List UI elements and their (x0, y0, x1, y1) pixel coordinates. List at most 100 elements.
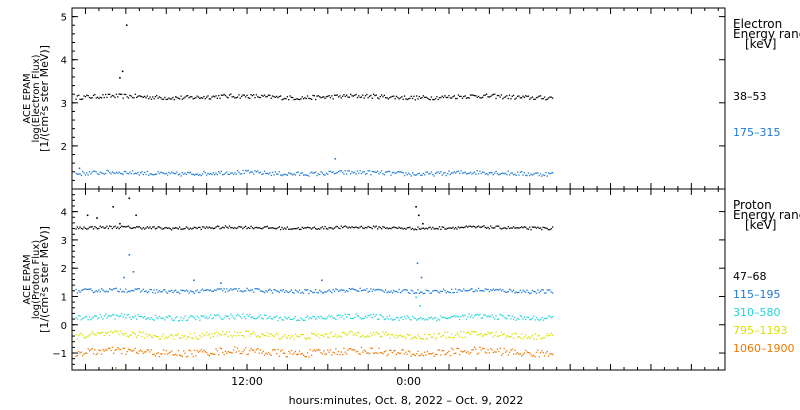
data-point (499, 334, 501, 337)
y-axis-label-line: [1/(cm²s ster MeV)] (38, 45, 51, 152)
data-point (344, 95, 346, 98)
data-point (284, 173, 286, 175)
data-point (162, 172, 165, 174)
data-point (219, 347, 221, 349)
data-point (255, 171, 258, 173)
data-point (195, 173, 197, 176)
data-point (277, 319, 279, 322)
data-point (507, 314, 509, 317)
data-point (271, 171, 274, 174)
data-point (359, 336, 361, 338)
data-point (406, 353, 408, 355)
data-point (80, 351, 83, 353)
data-point (254, 226, 256, 229)
data-point (440, 315, 442, 317)
data-point (502, 172, 504, 174)
data-point (313, 349, 315, 351)
data-point (206, 289, 208, 291)
data-point (351, 349, 353, 351)
data-point (284, 352, 286, 354)
data-point (510, 318, 512, 320)
data-point (434, 228, 437, 230)
data-point (129, 291, 131, 293)
data-point (432, 290, 434, 292)
data-point (449, 317, 451, 319)
axes-layer (71, 7, 726, 371)
data-point (215, 348, 217, 350)
data-point (469, 94, 472, 96)
data-point (123, 291, 126, 293)
data-point (179, 98, 181, 100)
data-point (420, 316, 422, 319)
data-point (259, 349, 262, 351)
data-point (258, 96, 260, 99)
data-point (75, 228, 77, 230)
data-point (220, 170, 223, 172)
data-point (141, 350, 143, 352)
data-point (371, 316, 373, 319)
data-point (99, 332, 101, 335)
data-point (426, 97, 429, 99)
data-point (160, 353, 162, 355)
data-point (273, 316, 275, 318)
data-point (465, 225, 468, 227)
data-point (192, 227, 194, 229)
data-point (130, 227, 132, 230)
data-point-spike (415, 206, 417, 208)
data-point (79, 226, 81, 228)
data-point (106, 349, 108, 351)
data-point (144, 337, 146, 339)
data-point (438, 332, 441, 335)
data-point (187, 355, 189, 357)
data-point (133, 332, 135, 334)
data-point (154, 355, 157, 357)
data-point (320, 334, 322, 336)
data-point (212, 290, 214, 292)
x-tick-label: 0:00 (396, 375, 421, 388)
data-point (351, 287, 353, 290)
data-point (510, 227, 512, 229)
data-point (288, 172, 290, 174)
data-point (324, 318, 326, 320)
data-point (344, 313, 346, 315)
data-point (332, 171, 334, 173)
data-point (315, 318, 317, 320)
data-point (88, 226, 91, 228)
data-point (96, 173, 99, 175)
data-point (94, 291, 96, 293)
data-point (250, 347, 252, 350)
data-point (136, 318, 138, 320)
data-point (150, 317, 153, 319)
data-point (340, 336, 342, 338)
data-point (189, 315, 192, 317)
data-point (424, 319, 426, 321)
data-point (94, 226, 96, 228)
legend-entry: 175–315 (733, 126, 781, 139)
data-point (533, 173, 535, 175)
data-point (262, 290, 264, 293)
data-point (148, 174, 150, 176)
data-point (161, 353, 163, 355)
data-point (208, 173, 210, 175)
data-point (140, 291, 142, 293)
data-point (378, 173, 380, 175)
data-point (340, 316, 342, 318)
data-point (111, 289, 113, 291)
data-point (451, 347, 453, 350)
data-point (488, 352, 490, 354)
data-point (144, 290, 146, 293)
data-point (445, 174, 447, 177)
data-point (381, 315, 383, 317)
data-point (129, 334, 131, 336)
data-point (511, 333, 513, 335)
data-point (418, 228, 420, 230)
data-point (286, 174, 288, 176)
data-point (164, 353, 166, 355)
data-point (238, 288, 240, 290)
data-point (122, 226, 124, 228)
data-point (241, 173, 243, 175)
data-point (344, 333, 346, 335)
data-point (363, 336, 365, 338)
data-point (355, 351, 357, 353)
data-point (150, 228, 153, 230)
